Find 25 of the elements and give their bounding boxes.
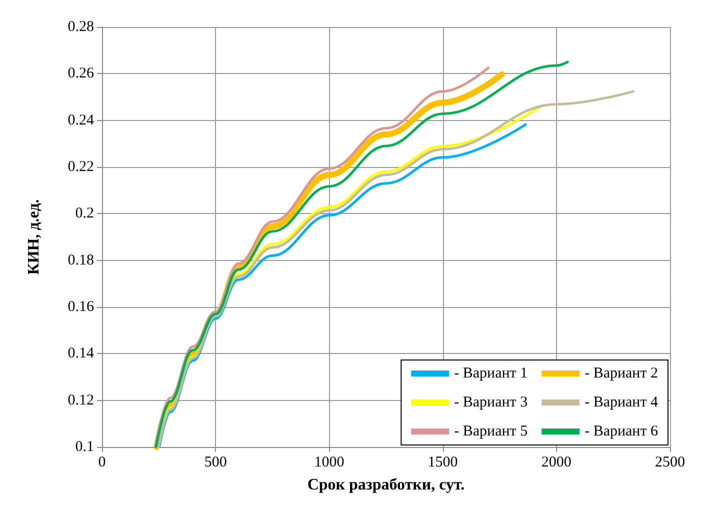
y-tick-label: 0.28 (68, 19, 94, 35)
line-series (154, 60, 569, 448)
y-tick-label: 0.16 (68, 299, 94, 315)
x-tick-label: 1500 (428, 454, 458, 470)
y-tick-label: 0.2 (75, 206, 94, 222)
y-tick-label: 0.24 (68, 112, 94, 128)
y-tick-label: 0.12 (68, 392, 94, 408)
legend-label: - Вариант 3 (454, 394, 528, 410)
legend-label: - Вариант 5 (454, 424, 528, 440)
y-axis-title: КИН, д.ед. (26, 199, 42, 275)
y-tick-label: 0.1 (75, 439, 94, 455)
legend-label: - Вариант 2 (584, 366, 658, 382)
x-tick-label: 1000 (314, 454, 344, 470)
y-tick-label: 0.22 (68, 159, 94, 175)
x-tick-label: 500 (204, 454, 227, 470)
x-tick-label: 2500 (655, 454, 685, 470)
legend-label: - Вариант 4 (584, 394, 658, 410)
legend-label: - Вариант 6 (584, 424, 658, 440)
y-tick-label: 0.26 (68, 66, 94, 82)
y-tick-label: 0.14 (68, 346, 94, 362)
y-tick-label: 0.18 (68, 252, 94, 268)
x-tick-label: 2000 (541, 454, 572, 470)
legend-label: - Вариант 1 (454, 366, 528, 382)
x-axis-title: Срок разработки, сут. (307, 476, 465, 494)
x-tick-label: 0 (98, 454, 106, 470)
